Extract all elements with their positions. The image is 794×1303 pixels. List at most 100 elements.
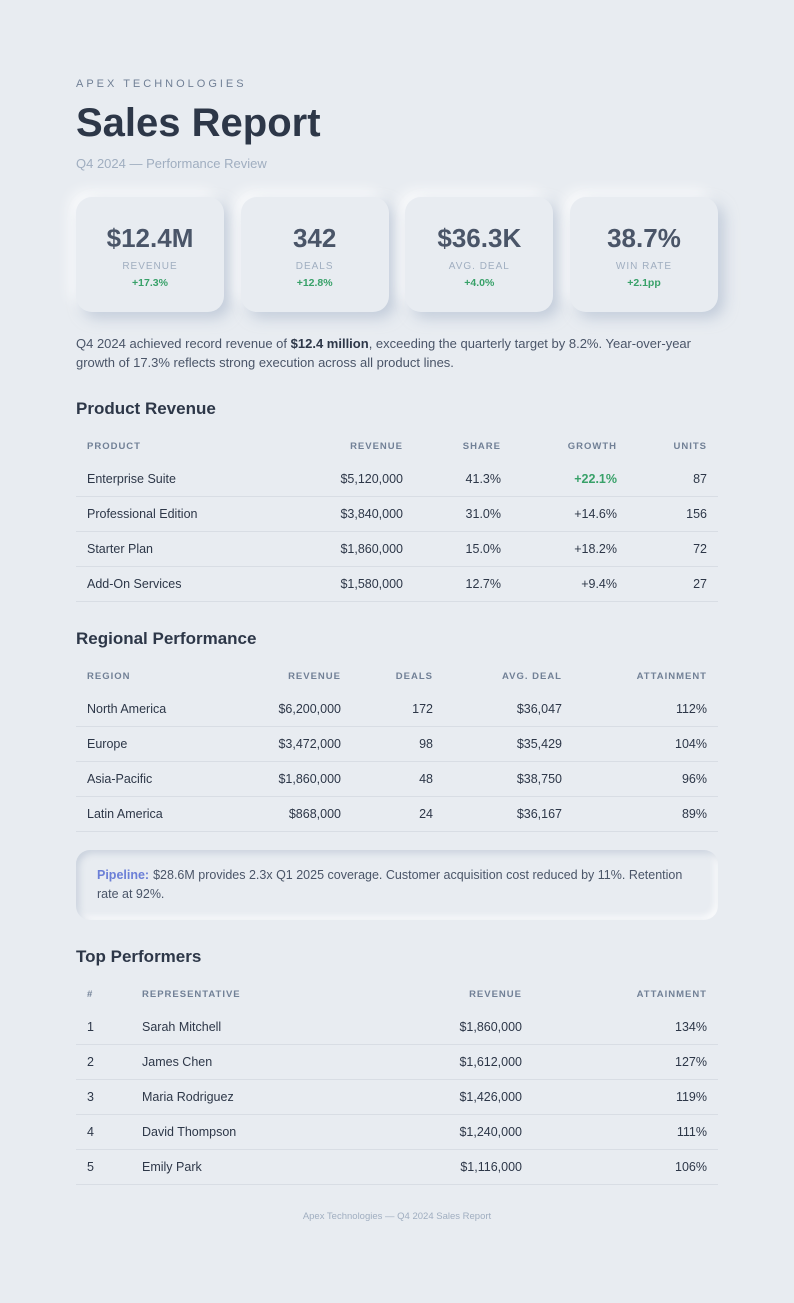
table-cell: +14.6%	[512, 496, 628, 532]
table-cell: Asia-Pacific	[76, 761, 206, 797]
table-cell: $6,200,000	[206, 692, 352, 727]
data-table: REGION REVENUE DEALS AVG. DEAL ATTAINMENT Nor…	[76, 661, 718, 832]
company-name: APEX TECHNOLOGIES	[76, 78, 247, 90]
table-cell: $3,472,000	[206, 726, 352, 762]
pipeline-callout: Pipeline: $28.6M provides 2.3x Q1 2025 co…	[76, 850, 718, 920]
kpi-change: +2.1pp	[627, 277, 661, 289]
footer: Apex Technologies — Q4 2024 Sales Report	[302, 1211, 492, 1222]
table-cell: 27	[628, 566, 718, 602]
summary-highlight: $12.4 million	[290, 336, 369, 351]
kpi-value: 38.7%	[607, 223, 681, 253]
column-header: DEALS	[395, 671, 433, 682]
table-cell: $1,860,000	[206, 761, 352, 797]
table-cell: James Chen	[131, 1044, 351, 1080]
table-cell: $1,116,000	[351, 1149, 533, 1185]
column-header: ATTAINMENT	[636, 989, 707, 1000]
table-cell: 98	[352, 726, 444, 762]
kpi-label: AVG. DEAL	[448, 261, 510, 272]
column-header: REVENUE	[288, 671, 341, 682]
table-cell: Sarah Mitchell	[131, 1010, 351, 1045]
table-cell: 112%	[573, 692, 718, 727]
table-cell: 87	[628, 462, 718, 497]
kpi-value: $36.3K	[437, 223, 522, 253]
column-header: REPRESENTATIVE	[142, 989, 241, 1000]
table-cell: 31.0%	[414, 496, 512, 532]
table-cell: $1,426,000	[351, 1079, 533, 1115]
summary-text: Q4 2024 achieved record revenue of	[76, 336, 291, 351]
header-row: REGION REVENUE DEALS AVG. DEAL ATTAINMENT	[76, 661, 718, 692]
table-row: Professional Edition $3,840,000 31.0% +14.6…	[76, 496, 718, 532]
table-cell: $36,047	[444, 692, 573, 727]
top-section: Top Performers # REPRESENTATIVE REVENUE ATTA…	[76, 947, 718, 1185]
table-cell: Professional Edition	[76, 496, 246, 532]
section-heading: Top Performers	[76, 947, 202, 966]
table-cell: $36,167	[444, 796, 573, 832]
report-title: Sales Report	[76, 101, 321, 145]
table-cell: 15.0%	[414, 531, 512, 567]
table-cell: 48	[352, 761, 444, 797]
report: APEX TECHNOLOGIES Sales Report Q4 2024 —…	[76, 78, 718, 1222]
report-subtitle: Q4 2024 — Performance Review	[76, 156, 267, 171]
kpi-label: REVENUE	[122, 261, 178, 272]
header-row: PRODUCT REVENUE SHARE GROWTH UNITS	[76, 431, 718, 462]
summary-text: , exceeding the quarterly target by 8.2%…	[76, 336, 691, 370]
table-cell: 127%	[533, 1044, 718, 1080]
table-head: REGION REVENUE DEALS AVG. DEAL ATTAINMENT	[76, 661, 718, 692]
table-cell: 96%	[573, 761, 718, 797]
column-header: REVENUE	[350, 441, 403, 452]
kpi-card: 342 DEALS +12.8%	[240, 197, 389, 312]
table-body: 1 Sarah Mitchell $1,860,000 134% 2 James Chen…	[76, 1010, 718, 1185]
table-cell: 119%	[533, 1079, 718, 1115]
column-header: REVENUE	[469, 989, 522, 1000]
table-cell: North America	[76, 692, 206, 727]
table-cell: Maria Rodriguez	[131, 1079, 351, 1115]
kpi-change: +4.0%	[464, 277, 495, 289]
table-head: PRODUCT REVENUE SHARE GROWTH UNITS	[76, 431, 718, 462]
table-cell: Starter Plan	[76, 531, 246, 567]
table-cell: 172	[352, 692, 444, 727]
kpi-change: +17.3%	[132, 277, 168, 289]
table-head: # REPRESENTATIVE REVENUE ATTAINMENT	[76, 979, 718, 1010]
table-cell: $1,860,000	[246, 531, 414, 567]
table-cell: $1,240,000	[351, 1114, 533, 1150]
table-cell: 104%	[573, 726, 718, 762]
table-cell: 5	[76, 1149, 131, 1185]
data-table: PRODUCT REVENUE SHARE GROWTH UNITS Enterprise…	[76, 431, 718, 602]
table-cell: $1,580,000	[246, 566, 414, 602]
column-header: ATTAINMENT	[636, 671, 707, 682]
table-cell: $5,120,000	[246, 462, 414, 497]
kpi-label: DEALS	[295, 261, 334, 272]
section-heading: Product Revenue	[76, 399, 216, 418]
kpi-value: $12.4M	[106, 223, 194, 253]
table-row: Asia-Pacific $1,860,000 48 $38,750 96%	[76, 761, 718, 797]
table-row: North America $6,200,000 172 $36,047 112%	[76, 692, 718, 727]
kpi-change: +12.8%	[296, 277, 333, 289]
table-cell: +18.2%	[512, 531, 628, 567]
table-cell: 12.7%	[414, 566, 512, 602]
table-cell: 1	[76, 1010, 131, 1045]
table-row: Add-On Services $1,580,000 12.7% +9.4% 27	[76, 566, 718, 602]
kpi-card: 38.7% WIN RATE +2.1pp	[569, 197, 718, 312]
kpi-value: 342	[292, 223, 337, 253]
table-row: Starter Plan $1,860,000 15.0% +18.2% 72	[76, 531, 718, 567]
column-header: SHARE	[462, 441, 501, 452]
table-cell: 24	[352, 796, 444, 832]
column-header: AVG. DEAL	[501, 671, 562, 682]
kpi-cards: $12.4M REVENUE +17.3% 342 DEALS +12.8% $36.3K A…	[76, 197, 718, 312]
table-cell: $868,000	[206, 796, 352, 832]
summary: Q4 2024 achieved record revenue of $12.4…	[76, 334, 718, 372]
section-heading: Regional Performance	[76, 629, 257, 648]
table-cell: 111%	[533, 1114, 718, 1150]
table-cell: 72	[628, 531, 718, 567]
table-cell: 89%	[573, 796, 718, 832]
column-header: PRODUCT	[87, 441, 141, 452]
table-cell: Emily Park	[131, 1149, 351, 1185]
column-header: GROWTH	[567, 441, 617, 452]
table-row: Europe $3,472,000 98 $35,429 104%	[76, 726, 718, 762]
table-cell: David Thompson	[131, 1114, 351, 1150]
table-cell: 3	[76, 1079, 131, 1115]
table-row: 4 David Thompson $1,240,000 111%	[76, 1114, 718, 1150]
table-cell: 106%	[533, 1149, 718, 1185]
table-row: 3 Maria Rodriguez $1,426,000 119%	[76, 1079, 718, 1115]
